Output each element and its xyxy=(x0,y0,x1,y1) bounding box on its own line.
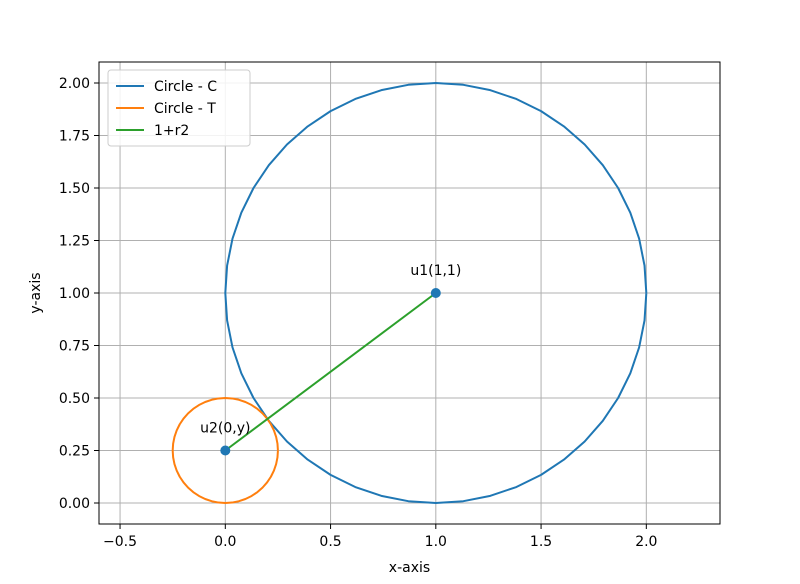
y-tick-label: 2.00 xyxy=(59,76,90,92)
grid xyxy=(99,62,720,524)
y-tick-label: 0.75 xyxy=(59,339,90,355)
legend-box xyxy=(107,69,251,147)
x-ticks: −0.5 0.0 0.5 1.0 1.5 2.0 xyxy=(103,524,657,550)
legend-label-1: Circle - T xyxy=(154,101,216,117)
y-tick-label: 1.50 xyxy=(59,181,90,197)
legend-label-0: Circle - C xyxy=(154,79,217,95)
series-line-2 xyxy=(224,292,437,452)
legend: Circle - C Circle - T 1+r2 xyxy=(107,69,251,147)
point-label-0: u1(1,1) xyxy=(410,263,461,279)
series-line-1 xyxy=(171,397,279,504)
x-tick-label: 1.5 xyxy=(530,534,552,550)
x-tick-label: 1.0 xyxy=(425,534,447,550)
y-tick-label: 0.50 xyxy=(59,391,90,407)
x-axis-label: x-axis xyxy=(389,560,430,576)
plot-area xyxy=(171,82,648,504)
point-annotations: u1(1,1) u2(0,y) xyxy=(200,263,461,437)
series-line-0 xyxy=(224,82,648,504)
x-tick-label: −0.5 xyxy=(103,534,137,550)
legend-label-2: 1+r2 xyxy=(154,123,189,139)
x-tick-label: 2.0 xyxy=(635,534,657,550)
data-point-0 xyxy=(430,288,441,298)
y-ticks: 0.00 0.25 0.50 0.75 1.00 1.25 1.50 1.75 2.00 xyxy=(59,76,99,512)
y-axis-label: y-axis xyxy=(28,272,44,313)
y-tick-label: 0.00 xyxy=(59,496,90,512)
y-tick-label: 1.25 xyxy=(59,234,90,250)
y-tick-label: 0.25 xyxy=(59,444,90,460)
x-tick-label: 0.5 xyxy=(319,534,341,550)
x-tick-label: 0.0 xyxy=(214,534,236,550)
y-tick-label: 1.00 xyxy=(59,286,90,302)
point-label-1: u2(0,y) xyxy=(200,421,250,437)
data-point-1 xyxy=(220,445,231,456)
data-points xyxy=(220,288,441,456)
y-tick-label: 1.75 xyxy=(59,129,90,145)
